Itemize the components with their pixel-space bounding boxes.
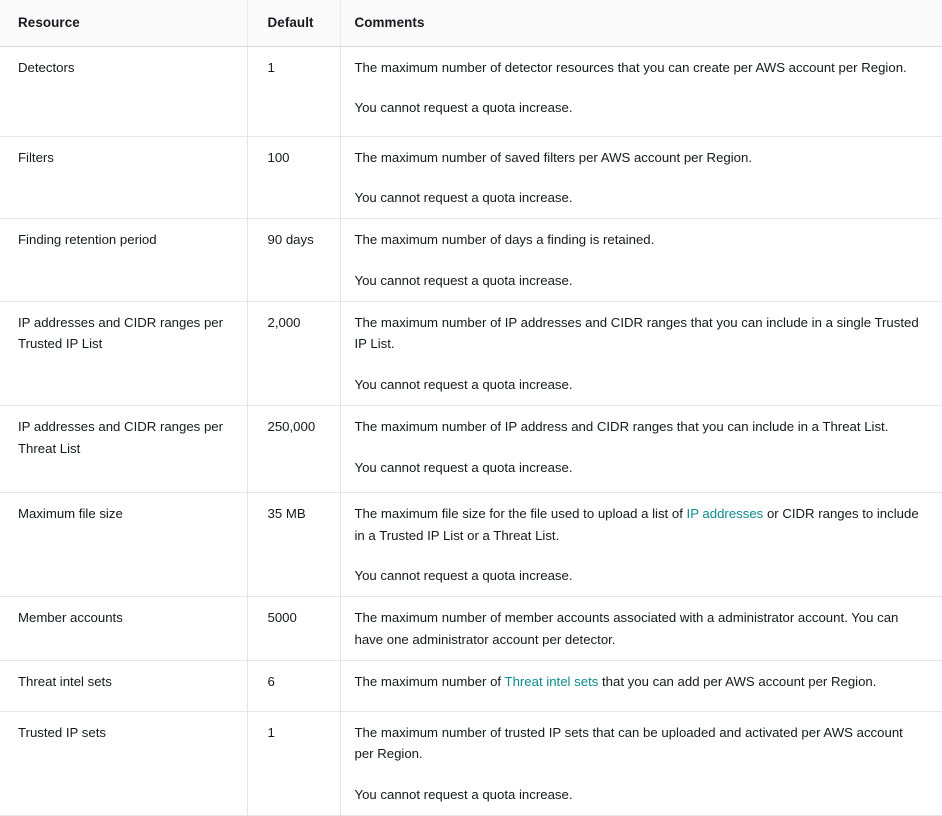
cell-comments: The maximum file size for the file used … — [340, 492, 942, 598]
table-row: Trusted IP sets 1 The maximum number of tr… — [0, 711, 942, 816]
cell-comments: The maximum number of trusted IP sets th… — [340, 711, 942, 816]
table-row: Member accounts 5000 The maximum number of… — [0, 596, 942, 661]
comment-text: The maximum number of — [354, 674, 505, 689]
comment-paragraph: The maximum number of Threat intel sets … — [355, 671, 925, 692]
cell-comments: The maximum number of IP addresses and C… — [340, 301, 942, 407]
cell-default-value: 35 MB — [247, 492, 341, 598]
table-row: IP addresses and CIDR ranges per Trusted… — [0, 301, 942, 407]
cell-comments: The maximum number of days a finding is … — [340, 218, 942, 302]
comment-paragraph: The maximum number of IP address and CID… — [355, 416, 925, 437]
cell-default-value: 100 — [247, 136, 341, 220]
cell-resource: IP addresses and CIDR ranges per Threat … — [0, 405, 248, 494]
comment-text: The maximum number of IP address and CID… — [354, 419, 889, 435]
comment-paragraph: You cannot request a quota increase. — [355, 97, 925, 118]
column-header-resource: Resource — [0, 0, 248, 47]
cell-comments: The maximum number of Threat intel sets … — [340, 660, 942, 712]
table-row: Detectors 1 The maximum number of detector… — [0, 46, 942, 137]
cell-default-value: 5000 — [247, 596, 341, 661]
comment-paragraph: The maximum number of trusted IP sets th… — [355, 722, 925, 765]
table-row: Filters 100 The maximum number of saved fi… — [0, 136, 942, 220]
cell-default-value: 1 — [247, 46, 341, 137]
comment-paragraph: The maximum file size for the file used … — [355, 503, 925, 546]
comment-text: The maximum number of saved filters per … — [354, 149, 753, 165]
comment-paragraph: The maximum number of detector resources… — [355, 57, 925, 78]
comment-text: You cannot request a quota increase. — [354, 376, 573, 392]
comment-paragraph: You cannot request a quota increase. — [355, 565, 925, 586]
comment-link[interactable]: Threat intel sets — [504, 674, 599, 689]
column-header-default: Default — [247, 0, 341, 47]
comment-text: You cannot request a quota increase. — [354, 99, 573, 115]
comment-paragraph: You cannot request a quota increase. — [355, 270, 925, 291]
comment-text: You cannot request a quota increase. — [354, 459, 573, 475]
comment-text: The maximum number of trusted IP sets th… — [354, 725, 903, 762]
comment-text: The maximum file size for the file used … — [354, 506, 687, 522]
comment-paragraph: The maximum number of saved filters per … — [355, 147, 925, 168]
comment-paragraph: The maximum number of IP addresses and C… — [355, 312, 925, 355]
comment-text: You cannot request a quota increase. — [354, 189, 573, 205]
cell-default-value: 1 — [247, 711, 341, 816]
table-row: Maximum file size 35 MB The maximum file s… — [0, 492, 942, 598]
comment-paragraph: You cannot request a quota increase. — [355, 187, 925, 208]
cell-resource: Member accounts — [0, 596, 248, 661]
cell-comments: The maximum number of saved filters per … — [340, 136, 942, 220]
cell-comments: The maximum number of IP address and CID… — [340, 405, 942, 494]
comment-text: The maximum number of days a finding is … — [354, 232, 655, 248]
table-header: Resource Default Comments — [0, 0, 942, 47]
cell-resource: Maximum file size — [0, 492, 248, 598]
comment-paragraph: You cannot request a quota increase. — [355, 784, 925, 805]
comment-text: You cannot request a quota increase. — [354, 272, 573, 288]
cell-comments: The maximum number of detector resources… — [340, 46, 942, 137]
cell-resource: Filters — [0, 136, 248, 220]
comment-text: The maximum number of IP addresses and C… — [354, 315, 919, 352]
cell-default-value: 2,000 — [247, 301, 341, 407]
cell-resource: Detectors — [0, 46, 248, 137]
comment-paragraph: The maximum number of member accounts as… — [355, 607, 925, 650]
cell-default-value: 250,000 — [247, 405, 341, 494]
cell-comments: The maximum number of member accounts as… — [340, 596, 942, 661]
cell-resource: Trusted IP sets — [0, 711, 248, 816]
comment-text: The maximum number of member accounts as… — [354, 610, 899, 647]
cell-resource: IP addresses and CIDR ranges per Trusted… — [0, 301, 248, 407]
comment-link[interactable]: IP addresses — [686, 506, 764, 522]
comment-paragraph: You cannot request a quota increase. — [355, 457, 925, 478]
table-row: IP addresses and CIDR ranges per Threat … — [0, 405, 942, 494]
table-row: Threat intel sets 6 The maximum number of … — [0, 660, 942, 712]
cell-resource: Threat intel sets — [0, 660, 248, 712]
comment-text: You cannot request a quota increase. — [354, 786, 573, 802]
comment-paragraph: You cannot request a quota increase. — [355, 374, 925, 395]
comment-text: that you can add per AWS account per Reg… — [598, 674, 877, 689]
cell-resource: Finding retention period — [0, 218, 248, 302]
column-header-comments: Comments — [340, 0, 942, 47]
comment-paragraph: The maximum number of days a finding is … — [355, 229, 925, 250]
table-body: Detectors 1 The maximum number of detector… — [0, 46, 942, 816]
comment-text: You cannot request a quota increase. — [354, 567, 573, 583]
table-row: Finding retention period 90 days The maxim… — [0, 218, 942, 302]
comment-text: or CIDR ranges to include in a Trusted I… — [354, 506, 919, 543]
cell-default-value: 6 — [247, 660, 341, 712]
comment-text: The maximum number of detector resources… — [354, 59, 907, 75]
table-header-row: Resource Default Comments — [0, 0, 942, 47]
cell-default-value: 90 days — [247, 218, 341, 302]
